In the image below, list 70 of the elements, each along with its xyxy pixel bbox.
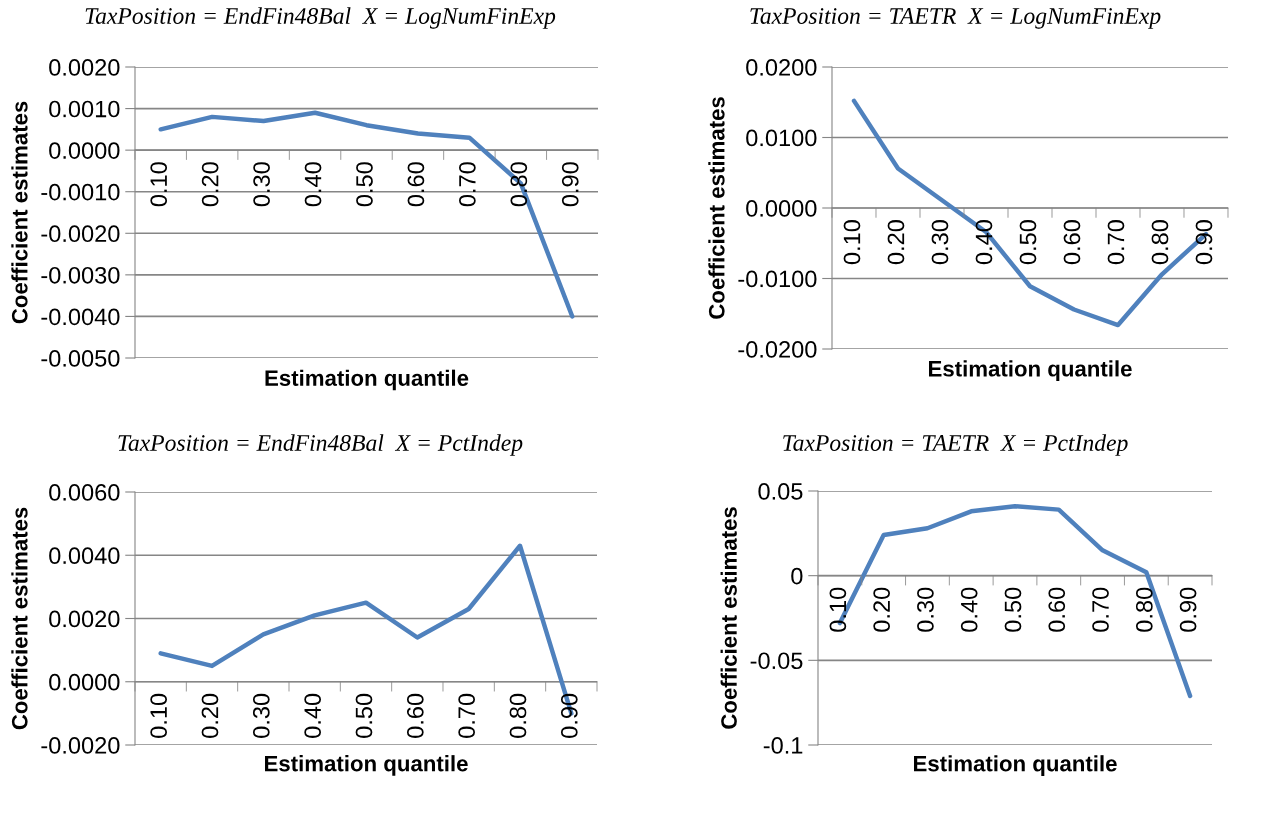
x-tick-label: 0.30 [252, 693, 270, 738]
x-axis-title: Estimation quantile [914, 755, 1117, 776]
y-tick-label: 0 [791, 567, 803, 585]
y-tick-label: -0.0200 [738, 341, 817, 358]
x-tick-label: 0.10 [843, 220, 861, 265]
x-tick-label: 0.30 [917, 587, 934, 632]
y-axis-title: Coefficient estimates [11, 101, 28, 324]
y-tick-label: -0.0020 [41, 225, 120, 243]
chart-title: TaxPosition = EndFin48Bal X = LogNumFinExp [85, 7, 556, 29]
x-tick-label: 0.80 [510, 162, 528, 207]
x-axis-title: Estimation quantile [265, 369, 469, 391]
x-axis-title: Estimation quantile [929, 360, 1132, 381]
chart-title: TaxPosition = TAETR X = LogNumFinExp [750, 8, 1161, 29]
x-tick-label: 0.60 [407, 162, 425, 207]
x-tick-label: 0.80 [1151, 220, 1169, 265]
x-tick-label: 0.20 [201, 162, 219, 207]
x-tick-label: 0.40 [304, 162, 322, 207]
x-tick-label: 0.90 [560, 693, 578, 738]
x-axis-title: Estimation quantile [265, 755, 468, 776]
x-tick-label: 0.60 [406, 693, 424, 738]
x-tick-label: 0.10 [829, 587, 847, 632]
x-tick-label: 0.40 [304, 693, 321, 738]
y-tick-label: 0.0000 [49, 673, 120, 691]
x-tick-label: 0.70 [1092, 587, 1109, 632]
y-axis-title: Coefficient estimates [708, 97, 725, 319]
y-tick-label: -0.0020 [41, 737, 120, 754]
x-tick-label: 0.20 [887, 220, 905, 265]
x-tick-label: 0.40 [975, 220, 993, 265]
y-axis-title: Coefficient estimates [720, 507, 737, 729]
chart-title: TaxPosition = TAETR X = PctIndep [783, 434, 1128, 456]
y-tick-label: -0.0100 [738, 270, 817, 288]
y-tick-label: 0.0020 [49, 610, 120, 628]
x-tick-label: 0.30 [931, 220, 949, 265]
y-tick-label: 0.0000 [49, 142, 120, 159]
y-tick-label: -0.0010 [41, 183, 120, 201]
y-tick-label: 0.0020 [49, 59, 120, 76]
x-tick-label: 0.80 [509, 693, 527, 738]
x-tick-label: 0.70 [459, 162, 476, 207]
x-tick-label: 0.70 [458, 693, 475, 738]
y-tick-label: 0.0060 [49, 484, 120, 501]
x-tick-label: 0.90 [1179, 587, 1197, 632]
y-axis-title: Coefficient estimates [11, 507, 28, 730]
x-tick-label: 0.20 [201, 693, 219, 738]
x-tick-label: 0.50 [1019, 220, 1037, 265]
y-tick-label: -0.05 [750, 652, 803, 670]
x-tick-label: 0.50 [355, 693, 373, 738]
x-tick-label: 0.70 [1107, 220, 1125, 265]
y-tick-label: 0.0100 [746, 129, 817, 147]
chart-title: TaxPosition = EndFin48Bal X = PctIndep [118, 434, 523, 456]
x-tick-label: 0.60 [1048, 587, 1066, 632]
y-tick-label: 0.0010 [49, 100, 120, 118]
y-tick-label: -0.1 [763, 737, 803, 754]
x-tick-label: 0.60 [1063, 220, 1081, 265]
y-tick-label: -0.0030 [41, 266, 120, 284]
x-tick-label: 0.90 [561, 162, 579, 207]
x-tick-label: 0.50 [1004, 587, 1022, 632]
x-tick-label: 0.50 [356, 162, 373, 207]
x-tick-label: 0.90 [1195, 220, 1213, 265]
y-tick-label: 0.0200 [746, 59, 817, 76]
x-tick-label: 0.10 [150, 162, 168, 207]
x-tick-label: 0.20 [873, 587, 890, 632]
y-tick-label: 0.0040 [49, 547, 120, 565]
x-tick-label: 0.10 [150, 693, 167, 738]
y-tick-label: -0.0040 [41, 308, 120, 326]
x-tick-label: 0.40 [960, 587, 978, 632]
x-tick-label: 0.80 [1135, 587, 1153, 632]
y-tick-label: 0.05 [758, 483, 803, 500]
y-tick-label: 0.0000 [746, 200, 817, 217]
y-tick-label: -0.0050 [41, 350, 120, 367]
x-tick-label: 0.30 [253, 162, 270, 207]
